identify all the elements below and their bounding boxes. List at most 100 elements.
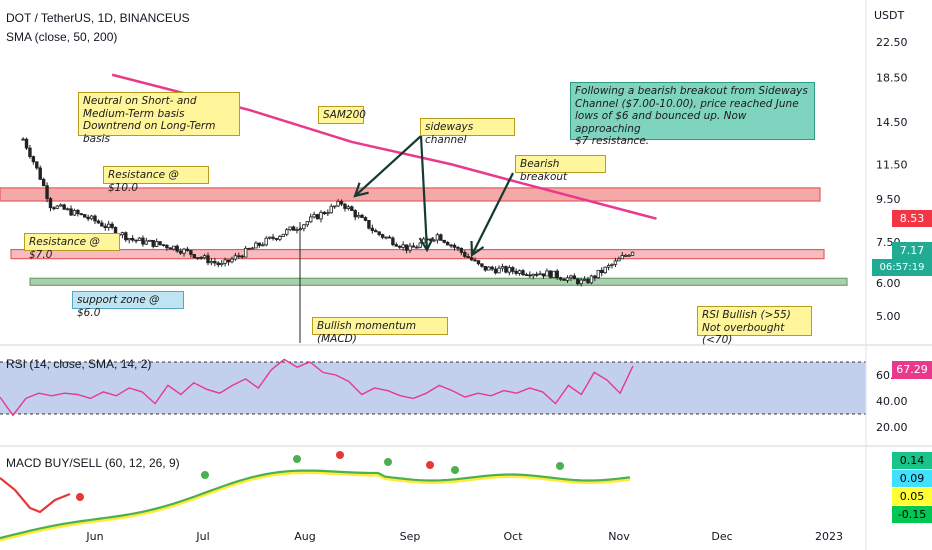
zone-layer: [0, 187, 848, 286]
candle-body: [538, 273, 542, 276]
candle-body: [285, 229, 289, 235]
candle-body: [531, 273, 535, 277]
price-tick-label: 18.50: [876, 72, 908, 85]
candle-body: [384, 236, 388, 239]
candle-body: [243, 247, 248, 258]
macd-signal-dot: [451, 466, 459, 474]
sma-indicator-title[interactable]: SMA (close, 50, 200): [6, 30, 118, 44]
candle-body: [487, 266, 491, 271]
macd-value-1: 0.14: [892, 452, 932, 469]
rsi-indicator-title[interactable]: RSI (14, close, SMA, 14, 2): [6, 357, 152, 371]
zone-band: [29, 277, 848, 286]
candle-body: [504, 266, 508, 273]
candle-body: [391, 237, 395, 246]
candle-body: [576, 278, 580, 285]
price-tick-label: 6.00: [876, 277, 901, 290]
candle-body: [233, 255, 238, 260]
sma200-price-tag: 8.53: [892, 210, 932, 227]
macd-signal-dot: [201, 471, 209, 479]
candle-body: [415, 246, 419, 249]
candle-body: [534, 273, 539, 276]
trend-note: Neutral on Short- and Medium-Term basis …: [78, 92, 240, 145]
candle-body: [610, 263, 614, 266]
candle-body: [353, 210, 357, 218]
time-tick-label: Sep: [400, 530, 421, 543]
candle-body: [281, 233, 286, 237]
candle-body: [185, 248, 190, 251]
candle-body: [603, 266, 607, 274]
candle-body: [411, 245, 416, 248]
candle-body: [209, 260, 214, 264]
candle-body: [45, 185, 49, 199]
macd-signal-dot: [556, 462, 564, 470]
candle-body: [507, 267, 511, 273]
macd-signal-dot: [384, 458, 392, 466]
candle-body: [374, 230, 378, 233]
candle-body: [199, 257, 203, 259]
time-tick-label: Dec: [711, 530, 732, 543]
candle-body: [380, 234, 385, 238]
candle-body: [387, 236, 392, 239]
candle-body: [120, 232, 125, 236]
candle-body: [278, 236, 282, 240]
candle-body: [336, 201, 340, 207]
candle-body: [79, 213, 84, 216]
candle-body: [178, 250, 183, 254]
price-tick-label: 14.50: [876, 116, 908, 129]
time-tick-label: Nov: [608, 530, 630, 543]
candle-body: [600, 269, 604, 274]
last-price-tag: 7.17: [892, 242, 932, 259]
candle-body: [295, 229, 299, 231]
candle-body: [103, 225, 107, 228]
candle-body: [151, 239, 155, 247]
candle-body: [154, 241, 159, 247]
candle-body: [72, 210, 77, 216]
candle-body: [254, 242, 258, 249]
candle-body: [480, 263, 484, 267]
candle-body: [548, 270, 553, 278]
candle-body: [552, 270, 556, 278]
arrow-head: [418, 236, 435, 253]
candle-body: [38, 167, 42, 180]
candle-body: [432, 239, 436, 242]
candle-body: [596, 269, 601, 279]
candle-body: [240, 255, 244, 258]
currency-label: USDT: [874, 9, 905, 22]
candle-body: [137, 237, 142, 241]
candle-body: [86, 216, 90, 220]
candle-body: [223, 259, 227, 264]
candle-body: [202, 255, 207, 259]
candle-body: [148, 239, 152, 242]
candle-body: [493, 268, 498, 274]
time-tick-label: Aug: [294, 530, 315, 543]
candle-body: [31, 156, 36, 163]
candle-body: [617, 258, 621, 262]
rsi-band: [0, 362, 866, 414]
candle-body: [288, 226, 292, 231]
candle-body: [35, 161, 39, 169]
candle-body: [298, 228, 303, 231]
candle-body: [350, 206, 354, 211]
candle-body: [189, 250, 193, 255]
time-tick-label: Jul: [195, 530, 209, 543]
candle-body: [59, 204, 63, 207]
candle-body: [363, 217, 368, 221]
macd-layer: [0, 451, 631, 542]
macd-bearish-line: [0, 477, 71, 514]
macd-indicator-title[interactable]: MACD BUY/SELL (60, 12, 26, 9): [6, 456, 180, 470]
arrow-layer: [353, 135, 514, 258]
zone-band: [0, 187, 821, 202]
candle-body: [65, 208, 70, 211]
candle-body: [514, 270, 518, 274]
candle-body: [41, 178, 46, 187]
candle-body: [456, 246, 460, 249]
symbol-title[interactable]: DOT / TetherUS, 1D, BINANCEUS: [6, 11, 190, 25]
time-tick-label: Jun: [85, 530, 103, 543]
candle-body: [469, 257, 474, 261]
resistance-10-label: Resistance @ $10.0: [103, 166, 209, 194]
candle-body: [346, 206, 351, 209]
macd-signal-dot: [76, 493, 84, 501]
candle-body: [161, 244, 166, 247]
summary-note: Following a bearish breakout from Sidewa…: [570, 82, 815, 147]
